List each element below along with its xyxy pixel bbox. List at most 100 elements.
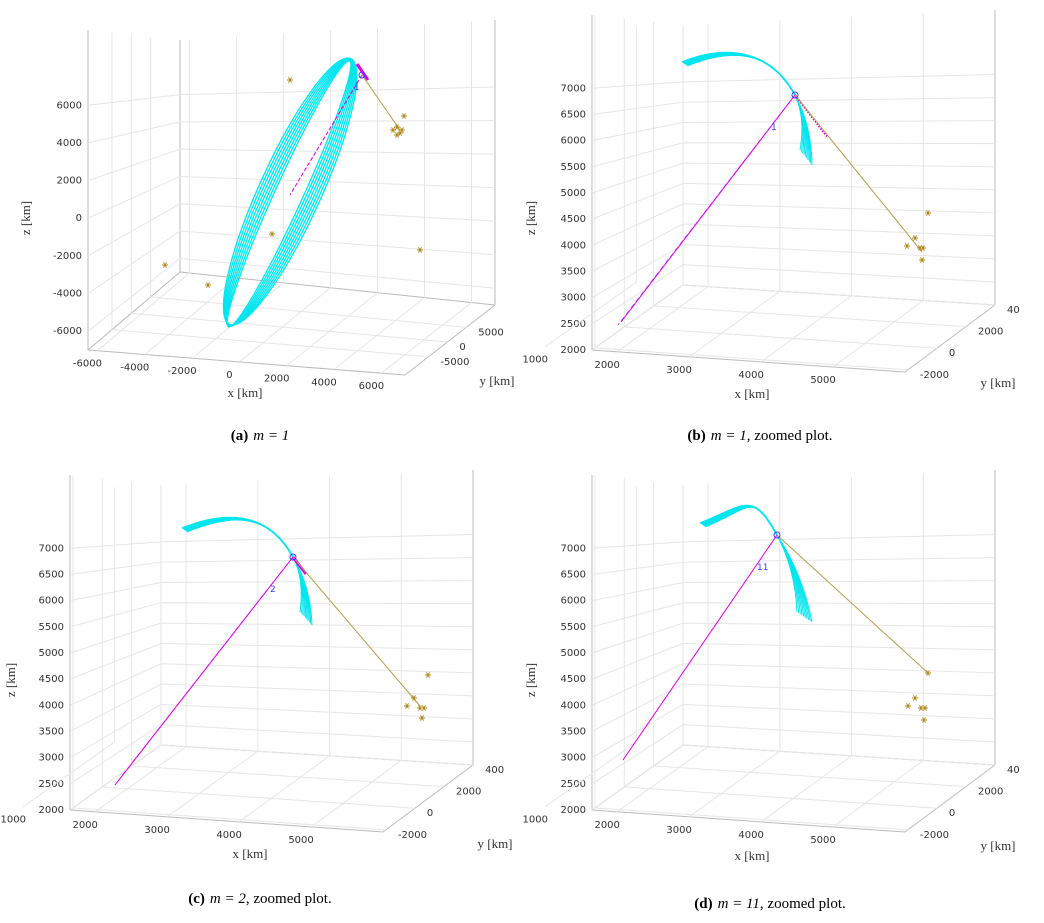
grid-line	[594, 15, 908, 371]
plot-line	[794, 94, 923, 253]
annotation: 1	[354, 83, 360, 93]
z-tick-label: 7000	[561, 83, 586, 94]
axis-edge	[591, 809, 906, 833]
grid-line	[591, 182, 996, 220]
annotation: 1	[771, 123, 777, 133]
orbit-arc	[705, 506, 778, 536]
grid-line	[544, 487, 637, 808]
grid-line	[239, 30, 331, 363]
grid-line	[87, 148, 496, 182]
grid-line	[130, 34, 448, 343]
z-tick-label: 4500	[39, 674, 64, 685]
grid-line	[591, 142, 996, 168]
x-tick-label: 3000	[144, 825, 169, 836]
y-tick-label: 0	[459, 342, 465, 353]
z-tick-label: 0	[76, 213, 82, 224]
grid-line	[69, 557, 474, 575]
z-tick-label: 2500	[39, 779, 64, 790]
z-tick-label: 2500	[561, 319, 586, 330]
grid-line	[69, 744, 474, 811]
grid-line	[87, 203, 496, 257]
z-tick-label: 7000	[561, 543, 586, 554]
y-tick-label: 40	[1007, 765, 1020, 776]
x-tick-label: 1000	[523, 355, 548, 366]
grid-line	[544, 27, 637, 348]
station-marker	[791, 91, 799, 99]
grid-line	[69, 602, 474, 628]
star-marker	[920, 245, 926, 251]
grid-line	[688, 20, 781, 358]
y-tick-label: 2000	[978, 787, 1003, 798]
z-axis-label: z [km]	[18, 201, 33, 235]
z-tick-label: 6000	[561, 596, 586, 607]
grid-line	[591, 534, 996, 549]
grid-line	[591, 120, 996, 142]
grid-line	[653, 21, 967, 328]
y-tick-label: 0	[949, 808, 955, 819]
star-marker	[390, 127, 396, 133]
grid-line	[591, 203, 996, 246]
grid-line	[69, 642, 474, 680]
grid-line	[144, 36, 237, 355]
plot-line	[620, 94, 796, 323]
grid-line	[832, 473, 924, 828]
plot-line	[289, 74, 363, 196]
x-tick-label: -6000	[73, 359, 102, 370]
z-tick-label: 6500	[561, 109, 586, 120]
x-tick-label: 2000	[72, 820, 97, 831]
x-tick-label: 4000	[738, 370, 763, 381]
star-marker	[162, 262, 168, 268]
grid-line	[286, 27, 378, 367]
grid-line	[87, 230, 496, 294]
orbit	[226, 60, 352, 328]
grid-line	[166, 480, 259, 818]
grid-line	[591, 223, 996, 272]
grid-line	[591, 74, 996, 89]
panel: -6000 -4000 -2000 0 2000 4000 6000 -6000 -4000 -2…	[18, 20, 515, 444]
plot-line	[776, 534, 929, 674]
star-marker	[421, 705, 427, 711]
station-marker	[358, 71, 366, 79]
grid-line	[591, 642, 996, 680]
grid-line	[688, 480, 781, 818]
caption-label: (a)	[231, 428, 249, 444]
star-marker	[912, 235, 918, 241]
orbit	[222, 57, 358, 326]
grid-line	[682, 25, 996, 306]
grid-line	[381, 21, 472, 374]
grid-line	[87, 175, 496, 219]
grid-line	[591, 744, 996, 811]
z-tick-label: 6500	[561, 569, 586, 580]
star-marker	[404, 703, 410, 709]
axis-edge	[69, 809, 384, 833]
star-marker	[411, 695, 417, 701]
caption-label: (c)	[188, 891, 205, 907]
z-tick-label: 5500	[39, 622, 64, 633]
z-tick-label: 4500	[561, 674, 586, 685]
grid-line	[131, 481, 445, 788]
caption-math: m = 2	[210, 891, 246, 907]
y-tick-label: 5000	[478, 327, 503, 338]
z-tick-label: 5500	[561, 622, 586, 633]
panel: 2000 2500 3000 3500 4000 4500 5000 5500 6000 6500…	[523, 10, 1020, 444]
z-tick-label: 6000	[561, 136, 586, 147]
grid-line	[87, 120, 496, 144]
grid-line	[333, 24, 425, 370]
grid-line	[623, 478, 937, 809]
axis-edge	[591, 349, 906, 373]
annotation: 11	[757, 563, 768, 573]
grid-line	[682, 485, 996, 766]
star-marker	[922, 705, 928, 711]
x-tick-label: 2000	[594, 820, 619, 831]
x-tick-label: 2000	[264, 374, 289, 385]
z-tick-label: 2000	[561, 345, 586, 356]
axis-edge	[904, 304, 996, 373]
star-marker	[905, 703, 911, 709]
orbit-arc	[703, 505, 778, 536]
orbit-arc	[687, 54, 796, 96]
x-tick-label: 6000	[359, 381, 384, 392]
grid-line	[591, 663, 996, 706]
x-tick-label: -4000	[120, 362, 149, 373]
x-axis-label: x [km]	[232, 846, 267, 861]
